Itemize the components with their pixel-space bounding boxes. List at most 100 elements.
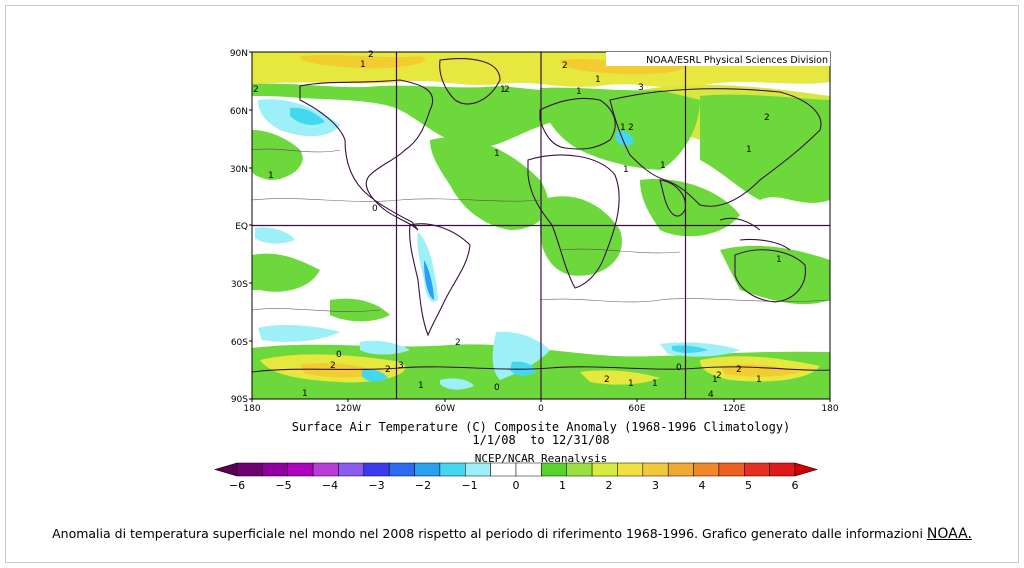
contour-label: 1 — [756, 375, 762, 385]
colorbar-tick-label: 3 — [652, 479, 659, 492]
contour-label: 2 — [764, 113, 770, 123]
contour-label: 1 — [652, 379, 658, 389]
colorbar-segment — [465, 462, 491, 477]
colorbar-tick-label: −5 — [275, 479, 291, 492]
contour-label: 4 — [708, 390, 714, 400]
colorbar-segment — [541, 462, 567, 477]
colorbar-segment — [388, 462, 415, 477]
colorbar-segment — [744, 462, 770, 477]
colorbar-segment — [287, 462, 314, 477]
lat-label-90s: 90S — [231, 395, 248, 405]
colorbar-tick-label: 0 — [513, 479, 520, 492]
lon-label-0: 0 — [538, 404, 544, 414]
contour-label: 0 — [372, 204, 378, 214]
contour-label: 1 — [620, 123, 626, 133]
anomaly-map-figure: 2 1 2 1 1 2 1 2 3 1 1 2 2 1 1 1 1 0 2 2 … — [213, 49, 839, 492]
caption-text: Anomalia di temperatura superficiale nel… — [52, 526, 923, 541]
lon-label-60w: 60W — [435, 404, 455, 414]
lon-label-60e: 60E — [628, 404, 645, 414]
lat-label-90n: 90N — [230, 49, 248, 59]
colorbar — [213, 462, 819, 477]
contour-label-layer: 2 1 2 1 1 2 1 2 3 1 1 2 2 1 1 1 1 0 2 2 … — [253, 50, 782, 400]
contour-lines — [252, 148, 830, 312]
contour-label: 2 — [504, 85, 510, 95]
caption: Anomalia di temperatura superficiale nel… — [0, 526, 1024, 542]
colorbar-tick-label: 1 — [559, 479, 566, 492]
colorbar-segment — [667, 462, 694, 477]
lat-label-30n: 30N — [230, 165, 248, 175]
lon-label-120e: 120E — [723, 404, 746, 414]
colorbar-segment — [617, 462, 644, 477]
contour-label: 3 — [638, 83, 644, 93]
credit-text: NOAA/ESRL Physical Sciences Division — [646, 55, 828, 66]
colorbar-tick-label: 4 — [699, 479, 706, 492]
contour-label: 2 — [604, 375, 610, 385]
contour-label: 2 — [330, 361, 336, 371]
contour-label: 2 — [628, 123, 634, 133]
contour-label: 1 — [302, 389, 308, 399]
colorbar-segment — [312, 462, 339, 477]
map-source: NCEP/NCAR Reanalysis — [475, 452, 607, 465]
colorbar-segment — [642, 462, 669, 477]
colorbar-segment — [515, 462, 542, 477]
contour-label: 1 — [268, 171, 274, 181]
colorbar-segment — [718, 462, 745, 477]
contour-label: 1 — [500, 85, 506, 95]
colorbar-right-arrow — [794, 462, 819, 477]
colorbar-segment — [566, 462, 593, 477]
contour-label: 1 — [712, 375, 718, 385]
colorbar-segment — [591, 462, 618, 477]
contour-label: 2 — [253, 85, 259, 95]
lat-label-60n: 60N — [230, 107, 248, 117]
contour-label: 1 — [746, 145, 752, 155]
lon-label-120w: 120W — [335, 404, 361, 414]
lon-label-180w: 180 — [243, 404, 260, 414]
contour-label: 1 — [576, 87, 582, 97]
lon-label-180e: 180 — [821, 404, 838, 414]
continent-outlines — [252, 58, 830, 373]
map-title: Surface Air Temperature (C) Composite An… — [292, 420, 791, 434]
contour-label: 1 — [360, 60, 366, 70]
contour-label: 1 — [628, 379, 634, 389]
contour-label: 2 — [716, 371, 722, 381]
lat-label-eq: EQ — [235, 222, 248, 232]
contour-label: 1 — [660, 161, 666, 171]
colorbar-segment — [490, 462, 517, 477]
contour-label: 2 — [368, 50, 374, 60]
contour-label: 1 — [595, 75, 601, 85]
colorbar-tick-label: −2 — [415, 479, 431, 492]
colorbar-tick-label: 2 — [606, 479, 613, 492]
colorbar-tick-label: −4 — [322, 479, 338, 492]
colorbar-tick-label: −1 — [461, 479, 477, 492]
colorbar-segment — [236, 462, 263, 477]
contour-label: 2 — [736, 365, 742, 375]
contour-label: 1 — [494, 149, 500, 159]
contour-label: 0 — [494, 383, 500, 393]
colorbar-tick-label: 6 — [792, 479, 799, 492]
colorbar-segment — [262, 462, 288, 477]
contour-label: 2 — [385, 365, 391, 375]
contour-label: 2 — [455, 338, 461, 348]
colorbar-segment — [693, 462, 720, 477]
colorbar-segment — [769, 462, 796, 477]
contour-label: 0 — [676, 363, 682, 373]
credit-box — [606, 52, 830, 66]
colorbar-segment — [439, 462, 466, 477]
colorbar-segment — [414, 462, 441, 477]
colorbar-tick-label: 5 — [745, 479, 752, 492]
contour-label: 2 — [562, 61, 568, 71]
lat-label-30s: 30S — [231, 280, 248, 290]
noaa-link[interactable]: NOAA. — [926, 526, 972, 542]
colorbar-tick-labels: −6 −5 −4 −3 −2 −1 0 1 2 3 4 5 6 — [229, 479, 799, 492]
contour-label: 3 — [398, 361, 404, 371]
colorbar-segment — [363, 462, 390, 477]
grid-lines — [252, 52, 830, 399]
contour-label: 1 — [776, 255, 782, 265]
contour-label: 0 — [336, 350, 342, 360]
lat-label-60s: 60S — [231, 338, 248, 348]
colorbar-tick-label: −6 — [229, 479, 245, 492]
map-date-range: 1/1/08 to 12/31/08 — [472, 433, 609, 447]
contour-label: 1 — [418, 381, 424, 391]
colorbar-left-arrow — [213, 462, 238, 477]
colorbar-segment — [338, 462, 365, 477]
